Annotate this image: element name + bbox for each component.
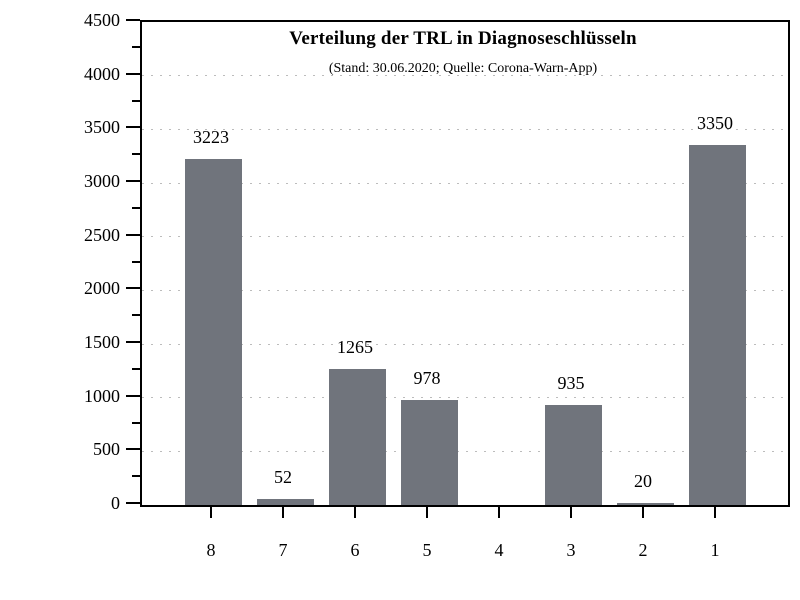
- x-tick-label: 5: [422, 540, 432, 560]
- x-tick-label: 4: [494, 540, 504, 560]
- y-tick-label: 2000: [84, 278, 120, 299]
- y-tick-label: 4500: [84, 10, 120, 30]
- x-tick-label: 1: [710, 540, 720, 560]
- y-minor-tick: [132, 206, 140, 209]
- x-tick: [570, 505, 572, 518]
- y-tick-label: 0: [111, 493, 120, 513]
- y-major-tick: [126, 180, 140, 182]
- y-gridline: [142, 397, 788, 399]
- x-tick: [282, 505, 284, 518]
- x-tick: [210, 505, 212, 518]
- y-tick-label: 1000: [84, 385, 120, 406]
- y-gridline: [142, 75, 788, 77]
- y-major-tick: [126, 448, 140, 451]
- y-major-tick: [126, 341, 140, 343]
- x-tick-label: 8: [206, 540, 216, 560]
- x-tick-label: 7: [278, 540, 288, 560]
- x-tick-label: 3: [566, 540, 576, 560]
- bar-trl-3: [544, 404, 602, 505]
- y-minor-tick: [132, 99, 140, 102]
- y-gridline: [142, 289, 788, 291]
- bar-trl-5: [400, 400, 458, 505]
- x-tick: [642, 505, 644, 518]
- bar-value-label: 978: [413, 368, 441, 389]
- y-tick-label: 3500: [84, 117, 120, 138]
- bar-trl-7: [256, 499, 314, 505]
- y-tick-label: 3000: [84, 171, 120, 191]
- x-tick: [714, 505, 716, 518]
- bar-trl-1: [688, 145, 746, 505]
- y-minor-tick: [132, 367, 140, 370]
- x-tick: [426, 505, 428, 518]
- bar-value-label: 52: [274, 467, 292, 488]
- y-major-tick: [126, 233, 140, 236]
- y-gridline: [142, 182, 788, 184]
- x-tick: [498, 505, 500, 518]
- bar-value-label: 1265: [337, 337, 373, 358]
- y-tick-label: 1500: [84, 332, 120, 352]
- chart-subtitle: (Stand: 30.06.2020; Quelle: Corona-Warn-…: [328, 61, 598, 76]
- x-tick-label: 6: [350, 540, 360, 560]
- y-major-tick: [126, 19, 140, 21]
- x-tick: [354, 505, 356, 518]
- bar-value-label: 935: [557, 372, 585, 393]
- chart-title: Verteilung der TRL in Diagnoseschlüsseln: [289, 28, 637, 49]
- y-major-tick: [126, 394, 140, 397]
- plot-area: [140, 20, 790, 507]
- y-minor-tick: [132, 475, 140, 478]
- y-tick-label: 2500: [84, 224, 120, 245]
- bar-trl-8: [184, 159, 242, 505]
- y-major-tick: [126, 287, 140, 290]
- y-minor-tick: [132, 421, 140, 424]
- y-gridline: [142, 343, 788, 345]
- bar-trl-6: [328, 369, 386, 505]
- y-gridline: [142, 450, 788, 452]
- y-minor-tick: [132, 45, 140, 48]
- y-minor-tick: [132, 153, 140, 156]
- x-tick-label: 2: [638, 540, 648, 560]
- bar-value-label: 20: [634, 470, 652, 491]
- y-gridline: [142, 236, 788, 238]
- y-gridline: [142, 128, 788, 130]
- y-tick-label: 500: [93, 439, 120, 460]
- y-major-tick: [126, 126, 140, 129]
- bar-value-label: 3223: [193, 127, 229, 148]
- y-major-tick: [126, 502, 140, 504]
- y-minor-tick: [132, 260, 140, 263]
- y-major-tick: [126, 72, 140, 75]
- bar-trl-2: [616, 502, 674, 505]
- y-tick-label: 4000: [84, 63, 120, 84]
- y-minor-tick: [132, 314, 140, 317]
- bar-value-label: 3350: [697, 113, 733, 134]
